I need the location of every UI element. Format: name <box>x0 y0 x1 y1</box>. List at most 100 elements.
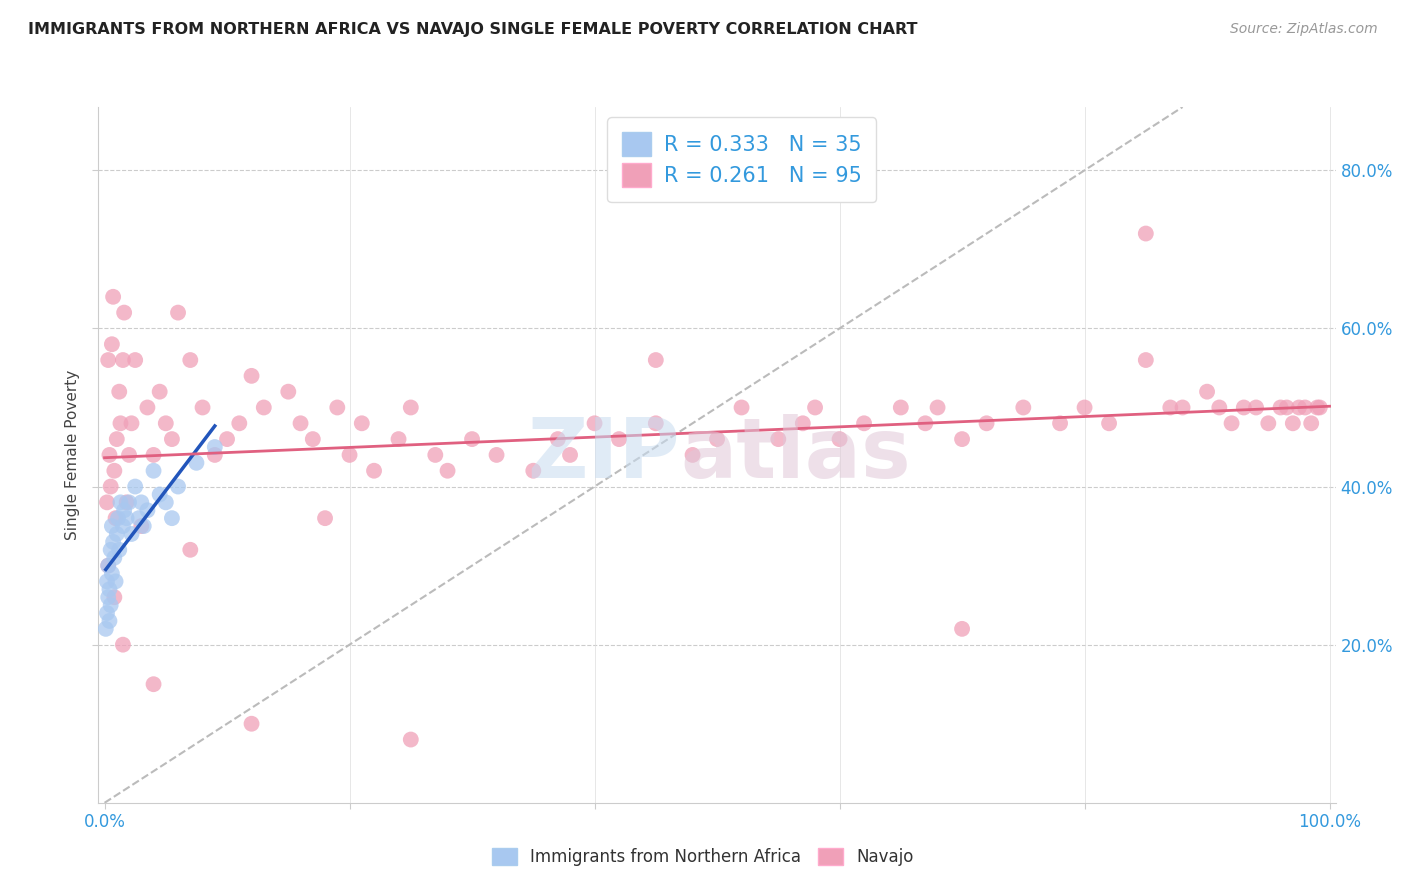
Point <box>768 432 790 446</box>
Point <box>101 566 124 581</box>
Point <box>142 448 165 462</box>
Point <box>100 598 122 612</box>
Point <box>98 448 121 462</box>
Point <box>160 511 183 525</box>
Point <box>215 432 238 446</box>
Point <box>1275 401 1298 415</box>
Point <box>101 337 124 351</box>
Point <box>96 606 118 620</box>
Point <box>103 591 125 605</box>
Point <box>107 511 129 525</box>
Point <box>890 401 912 415</box>
Point <box>149 384 172 399</box>
Point <box>108 542 131 557</box>
Point <box>124 479 146 493</box>
Point <box>124 353 146 368</box>
Point <box>1233 401 1256 415</box>
Point <box>253 401 276 415</box>
Point <box>118 495 141 509</box>
Point <box>149 487 172 501</box>
Point <box>301 432 323 446</box>
Point <box>607 432 630 446</box>
Point <box>191 401 214 415</box>
Point <box>1257 417 1279 431</box>
Point <box>1244 401 1267 415</box>
Point <box>1301 417 1323 431</box>
Point <box>644 353 666 368</box>
Point <box>142 464 165 478</box>
Point <box>425 448 447 462</box>
Point <box>100 542 122 557</box>
Point <box>792 417 814 431</box>
Point <box>129 495 152 509</box>
Point <box>804 401 827 415</box>
Point <box>105 432 128 446</box>
Point <box>644 417 666 431</box>
Text: Source: ZipAtlas.com: Source: ZipAtlas.com <box>1230 22 1378 37</box>
Point <box>186 456 208 470</box>
Point <box>399 401 422 415</box>
Point <box>112 503 135 517</box>
Y-axis label: Single Female Poverty: Single Female Poverty <box>65 370 80 540</box>
Point <box>111 353 134 368</box>
Point <box>204 440 226 454</box>
Point <box>115 495 138 509</box>
Point <box>97 558 120 573</box>
Point <box>853 417 876 431</box>
Point <box>1288 401 1310 415</box>
Point <box>111 638 134 652</box>
Point <box>1208 401 1230 415</box>
Point <box>1135 227 1157 241</box>
Point <box>314 511 336 525</box>
Point <box>228 417 250 431</box>
Point <box>828 432 851 446</box>
Point <box>399 732 422 747</box>
Point <box>1159 401 1181 415</box>
Point <box>108 384 131 399</box>
Point <box>103 550 125 565</box>
Point <box>976 417 998 431</box>
Point <box>160 432 183 446</box>
Point <box>136 401 159 415</box>
Point <box>1282 417 1305 431</box>
Point <box>103 464 125 478</box>
Point <box>522 464 544 478</box>
Point <box>121 417 143 431</box>
Point <box>950 622 973 636</box>
Point <box>179 353 201 368</box>
Point <box>339 448 361 462</box>
Point <box>155 495 177 509</box>
Point <box>950 432 973 446</box>
Point <box>100 479 122 493</box>
Point <box>1012 401 1035 415</box>
Point <box>730 401 752 415</box>
Point <box>132 519 155 533</box>
Point <box>104 574 127 589</box>
Point <box>277 384 299 399</box>
Point <box>96 495 118 509</box>
Point <box>326 401 349 415</box>
Point <box>97 558 120 573</box>
Point <box>1098 417 1121 431</box>
Point <box>461 432 484 446</box>
Point <box>1073 401 1095 415</box>
Point <box>94 622 117 636</box>
Point <box>1306 401 1329 415</box>
Point <box>167 479 190 493</box>
Point <box>101 519 124 533</box>
Point <box>1294 401 1316 415</box>
Point <box>1171 401 1194 415</box>
Point <box>129 519 152 533</box>
Point <box>1049 417 1071 431</box>
Point <box>204 448 226 462</box>
Point <box>927 401 949 415</box>
Point <box>121 527 143 541</box>
Point <box>155 417 177 431</box>
Point <box>240 368 263 383</box>
Text: IMMIGRANTS FROM NORTHERN AFRICA VS NAVAJO SINGLE FEMALE POVERTY CORRELATION CHAR: IMMIGRANTS FROM NORTHERN AFRICA VS NAVAJ… <box>28 22 918 37</box>
Point <box>1309 401 1331 415</box>
Legend: R = 0.333   N = 35, R = 0.261   N = 95: R = 0.333 N = 35, R = 0.261 N = 95 <box>607 118 876 202</box>
Point <box>110 495 132 509</box>
Point <box>547 432 569 446</box>
Point <box>111 519 134 533</box>
